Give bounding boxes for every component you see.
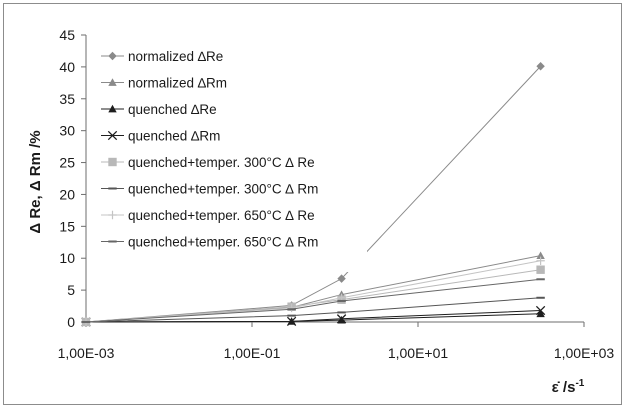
legend-marker (108, 78, 117, 86)
x-tick-label: 1,00E-03 (58, 345, 115, 361)
y-tick-label: 15 (59, 218, 75, 234)
legend-item: quenched ∆Rm (101, 129, 220, 144)
x-tick-label: 1,00E-01 (224, 345, 281, 361)
legend-item: quenched+temper. 300°C ∆ Rm (101, 182, 318, 197)
x-axis-title: ε̇ /s-1 (552, 378, 585, 396)
y-tick-label: 0 (67, 314, 75, 330)
series-line (85, 297, 541, 323)
data-point (535, 305, 546, 316)
legend-item: quenched ∆Re (101, 102, 217, 117)
data-point (536, 256, 545, 265)
legend-item: quenched+temper. 650°C ∆ Rm (101, 235, 318, 250)
data-point (536, 309, 545, 318)
legend-label: normalized ∆Rm (128, 76, 227, 91)
legend-background (95, 44, 367, 272)
data-point (337, 274, 346, 283)
data-point (336, 314, 347, 324)
y-tick-label: 25 (59, 155, 75, 171)
y-tick-label: 10 (59, 250, 75, 266)
data-point (287, 303, 296, 313)
legend-label: quenched+temper. 650°C ∆ Re (128, 208, 315, 223)
y-tick-label: 35 (59, 91, 75, 107)
legend-label: quenched+temper. 650°C ∆ Rm (128, 235, 318, 250)
data-point (286, 316, 297, 327)
series-line (85, 310, 541, 323)
y-axis-title: Δ Re, Δ Rm /% (27, 130, 44, 233)
y-tick-label: 30 (59, 123, 75, 139)
legend-label: normalized ∆Re (128, 49, 223, 64)
legend-marker (107, 130, 118, 141)
data-point (536, 265, 545, 274)
y-tick-label: 20 (59, 186, 75, 202)
series-lines (81, 62, 546, 327)
legend-marker (108, 157, 117, 167)
y-tick-label: 5 (67, 282, 75, 298)
legend-label: quenched ∆Rm (128, 129, 220, 144)
legend-item: normalized ∆Re (101, 49, 223, 64)
legend-marker (108, 51, 117, 61)
data-point (536, 251, 545, 260)
y-tick-label: 45 (59, 27, 75, 43)
legend-label: quenched+temper. 300°C ∆ Rm (128, 182, 318, 197)
legend: normalized ∆Re normalized ∆Rm quenched ∆Re… (95, 44, 367, 272)
y-tick-label: 40 (59, 59, 75, 75)
series-line (85, 260, 541, 323)
legend-label: quenched ∆Re (128, 102, 217, 117)
x-tick-label: 1,00E+03 (554, 345, 615, 361)
legend-item: quenched+temper. 650°C ∆ Re (101, 208, 315, 223)
series-8 (81, 278, 545, 323)
legend-marker (108, 104, 117, 113)
legend-label: quenched+temper. 300°C ∆ Re (128, 155, 315, 170)
legend-item: quenched+temper. 300°C ∆ Re (101, 155, 315, 170)
series-line (85, 278, 541, 323)
legend-item: normalized ∆Rm (101, 76, 227, 91)
data-point (536, 62, 545, 71)
x-tick-label: 1,00E+01 (388, 345, 449, 361)
legend-marker (108, 210, 117, 220)
series-line (85, 65, 541, 323)
